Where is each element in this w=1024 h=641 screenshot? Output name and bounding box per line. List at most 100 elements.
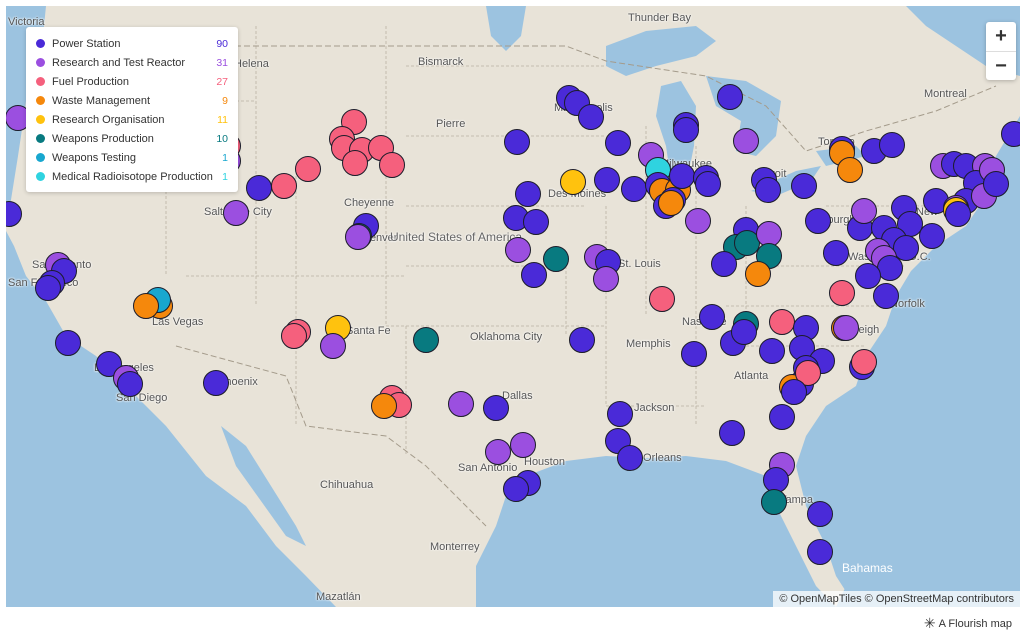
facility-marker[interactable] bbox=[617, 445, 643, 471]
facility-marker[interactable] bbox=[919, 223, 945, 249]
flourish-credit[interactable]: ✳ A Flourish map bbox=[924, 615, 1012, 632]
facility-marker[interactable] bbox=[851, 349, 877, 375]
legend-item[interactable]: Waste Management 9 bbox=[36, 91, 228, 110]
facility-marker[interactable] bbox=[379, 152, 405, 178]
facility-marker[interactable] bbox=[560, 169, 586, 195]
legend-item[interactable]: Medical Radioisotope Production 1 bbox=[36, 167, 228, 186]
facility-marker[interactable] bbox=[607, 401, 633, 427]
facility-marker[interactable] bbox=[717, 84, 743, 110]
facility-marker[interactable] bbox=[543, 246, 569, 272]
facility-marker[interactable] bbox=[133, 293, 159, 319]
facility-marker[interactable] bbox=[320, 333, 346, 359]
facility-marker[interactable] bbox=[505, 237, 531, 263]
facility-marker[interactable] bbox=[117, 371, 143, 397]
legend-item[interactable]: Research Organisation 11 bbox=[36, 110, 228, 129]
facility-marker[interactable] bbox=[483, 395, 509, 421]
facility-marker[interactable] bbox=[521, 262, 547, 288]
legend-item[interactable]: Fuel Production 27 bbox=[36, 72, 228, 91]
zoom-in-button[interactable]: + bbox=[995, 25, 1007, 47]
facility-marker[interactable] bbox=[605, 130, 631, 156]
facility-marker[interactable] bbox=[763, 467, 789, 493]
facility-marker[interactable] bbox=[745, 261, 771, 287]
facility-marker[interactable] bbox=[699, 304, 725, 330]
facility-marker[interactable] bbox=[769, 404, 795, 430]
place-label: Cheyenne bbox=[344, 197, 395, 209]
facility-marker[interactable] bbox=[295, 156, 321, 182]
facility-marker[interactable] bbox=[55, 330, 81, 356]
facility-marker[interactable] bbox=[855, 263, 881, 289]
facility-marker[interactable] bbox=[791, 173, 817, 199]
legend-swatch bbox=[36, 39, 45, 48]
facility-marker[interactable] bbox=[833, 315, 859, 341]
facility-marker[interactable] bbox=[983, 171, 1009, 197]
facility-marker[interactable] bbox=[621, 176, 647, 202]
facility-marker[interactable] bbox=[649, 286, 675, 312]
facility-marker[interactable] bbox=[371, 393, 397, 419]
facility-marker[interactable] bbox=[879, 132, 905, 158]
facility-marker[interactable] bbox=[658, 190, 684, 216]
facility-marker[interactable] bbox=[203, 370, 229, 396]
facility-marker[interactable] bbox=[761, 489, 787, 515]
legend-item[interactable]: Weapons Production 10 bbox=[36, 129, 228, 148]
facility-marker[interactable] bbox=[342, 150, 368, 176]
facility-marker[interactable] bbox=[769, 309, 795, 335]
facility-marker[interactable] bbox=[413, 327, 439, 353]
facility-marker[interactable] bbox=[594, 167, 620, 193]
facility-marker[interactable] bbox=[593, 266, 619, 292]
facility-marker[interactable] bbox=[448, 391, 474, 417]
facility-marker[interactable] bbox=[578, 104, 604, 130]
facility-marker[interactable] bbox=[695, 171, 721, 197]
facility-marker[interactable] bbox=[873, 283, 899, 309]
facility-marker[interactable] bbox=[669, 163, 695, 189]
facility-marker[interactable] bbox=[1001, 121, 1020, 147]
facility-marker[interactable] bbox=[759, 338, 785, 364]
facility-marker[interactable] bbox=[829, 280, 855, 306]
facility-marker[interactable] bbox=[271, 173, 297, 199]
facility-marker[interactable] bbox=[731, 319, 757, 345]
facility-marker[interactable] bbox=[515, 181, 541, 207]
legend-label: Weapons Production bbox=[52, 132, 154, 145]
facility-marker[interactable] bbox=[345, 224, 371, 250]
facility-marker[interactable] bbox=[685, 208, 711, 234]
map-canvas[interactable]: Victoria Thunder Bay Bismarck Pierre Montrea… bbox=[6, 6, 1020, 607]
facility-marker[interactable] bbox=[805, 208, 831, 234]
place-label: San Antonio bbox=[458, 462, 518, 474]
legend-swatch bbox=[36, 115, 45, 124]
facility-marker[interactable] bbox=[877, 255, 903, 281]
zoom-out-button[interactable]: − bbox=[986, 51, 1016, 80]
facility-marker[interactable] bbox=[755, 177, 781, 203]
atlantic-ocean bbox=[796, 116, 1020, 607]
facility-marker[interactable] bbox=[719, 420, 745, 446]
facility-marker[interactable] bbox=[223, 200, 249, 226]
legend-item[interactable]: Weapons Testing 1 bbox=[36, 148, 228, 167]
facility-marker[interactable] bbox=[485, 439, 511, 465]
facility-marker[interactable] bbox=[711, 251, 737, 277]
place-label: Montreal bbox=[924, 88, 967, 100]
credit-label: A Flourish map bbox=[938, 617, 1012, 630]
facility-marker[interactable] bbox=[569, 327, 595, 353]
map-attribution[interactable]: © OpenMapTiles © OpenStreetMap contribut… bbox=[773, 591, 1020, 607]
facility-marker[interactable] bbox=[281, 323, 307, 349]
facility-marker[interactable] bbox=[807, 501, 833, 527]
facility-marker[interactable] bbox=[807, 539, 833, 565]
facility-marker[interactable] bbox=[523, 209, 549, 235]
facility-marker[interactable] bbox=[733, 128, 759, 154]
facility-marker[interactable] bbox=[734, 230, 760, 256]
legend-item[interactable]: Research and Test Reactor 31 bbox=[36, 53, 228, 72]
legend: Power Station 90 Research and Test Reactor… bbox=[26, 27, 238, 192]
facility-marker[interactable] bbox=[837, 157, 863, 183]
legend-count: 1 bbox=[222, 151, 228, 164]
legend-item[interactable]: Power Station 90 bbox=[36, 34, 228, 53]
facility-marker[interactable] bbox=[510, 432, 536, 458]
facility-marker[interactable] bbox=[673, 117, 699, 143]
facility-marker[interactable] bbox=[681, 341, 707, 367]
place-label: United States of America bbox=[390, 230, 523, 244]
facility-marker[interactable] bbox=[823, 240, 849, 266]
place-label: St. Louis bbox=[618, 258, 661, 270]
facility-marker[interactable] bbox=[35, 275, 61, 301]
facility-marker[interactable] bbox=[504, 129, 530, 155]
facility-marker[interactable] bbox=[503, 476, 529, 502]
facility-marker[interactable] bbox=[246, 175, 272, 201]
facility-marker[interactable] bbox=[781, 379, 807, 405]
facility-marker[interactable] bbox=[945, 201, 971, 227]
